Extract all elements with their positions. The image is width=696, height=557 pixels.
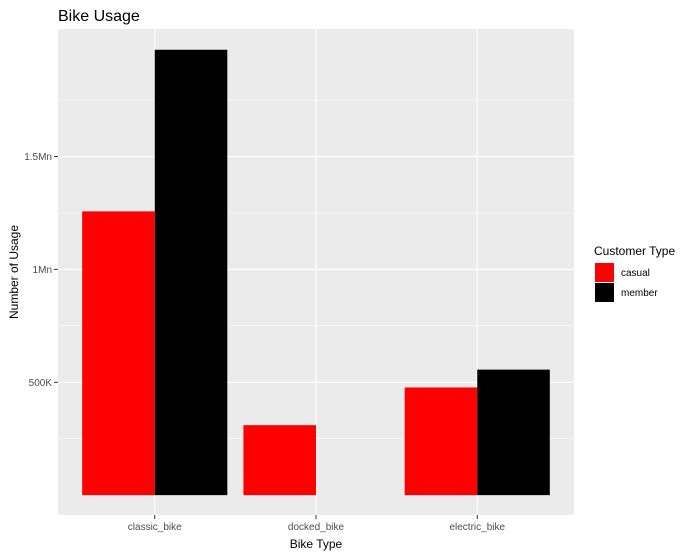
bar-casual-electric_bike [404,387,478,496]
x-tick-label: electric_bike [449,522,505,533]
legend: Customer Type casual member [594,244,675,302]
legend-key-member [595,283,614,302]
bar-casual-classic_bike [82,211,155,496]
axes: 500K 1Mn 1.5Mn classic_bike docked_bike elect… [24,152,505,533]
bar-casual-docked_bike [243,425,316,496]
bar-member-classic_bike [154,49,228,496]
legend-label-member: member [621,288,658,299]
legend-title: Customer Type [594,244,675,258]
y-tick-label: 1.5Mn [24,152,52,163]
legend-key-casual [595,263,614,282]
y-axis-title: Number of Usage [7,225,21,319]
x-tick-label: docked_bike [288,522,345,533]
x-tick-label: classic_bike [128,522,182,533]
y-tick-label: 1Mn [33,265,52,276]
x-axis-title: Bike Type [290,537,343,551]
bars [82,49,550,496]
bar-member-electric_bike [477,369,550,496]
y-tick-label: 500K [29,378,53,389]
chart-title: Bike Usage [58,8,140,25]
legend-label-casual: casual [621,268,650,279]
